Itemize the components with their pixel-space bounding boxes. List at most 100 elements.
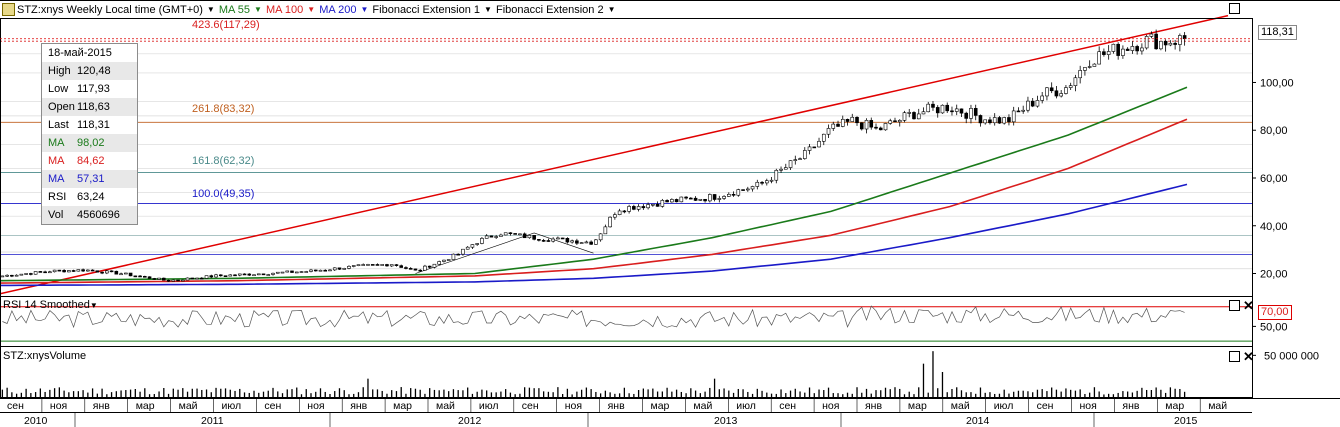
maximize-price-panel-icon[interactable]: [1229, 3, 1240, 14]
symbol-title[interactable]: STZ:xnys Weekly Local time (GMT+0): [17, 3, 203, 16]
candle-body: [973, 108, 978, 116]
candle: [598, 233, 603, 242]
candle-body: [670, 199, 674, 203]
candle: [214, 273, 218, 278]
candle: [285, 270, 290, 273]
month-label: май: [951, 400, 970, 412]
candle: [1111, 43, 1116, 54]
year-label: 2013: [714, 415, 738, 427]
candle: [807, 144, 812, 155]
candle: [252, 274, 256, 277]
maximize-volume-panel-icon[interactable]: [1229, 351, 1240, 362]
candle-body: [907, 112, 912, 114]
candle-body: [1140, 47, 1144, 52]
candle: [703, 198, 707, 203]
info-row: MA 98,02: [42, 134, 137, 152]
candle: [859, 122, 864, 131]
info-row: Vol 4560696: [42, 206, 137, 224]
candle-body: [627, 206, 631, 212]
candle-body: [969, 108, 973, 119]
candle-body: [489, 235, 494, 238]
candle: [1168, 40, 1173, 47]
candle-body: [332, 267, 337, 271]
candle-body: [366, 264, 370, 266]
maximize-rsi-panel-icon[interactable]: [1229, 300, 1240, 311]
candle: [765, 178, 769, 186]
candle: [579, 242, 584, 244]
indicator-fib-1[interactable]: Fibonacci Extension 1: [372, 3, 481, 16]
info-key: Open: [48, 101, 75, 113]
candle-body: [195, 277, 199, 280]
candle-body: [162, 277, 166, 281]
candle-body: [470, 244, 475, 248]
candle: [1083, 67, 1087, 76]
candle-body: [209, 275, 214, 278]
candle-body: [594, 239, 598, 245]
candle: [152, 277, 157, 280]
candle-body: [1026, 100, 1030, 111]
info-row: High 120,48: [42, 62, 137, 80]
candle-body: [769, 179, 774, 182]
candle: [133, 275, 138, 278]
candle-body: [48, 271, 52, 274]
dropdown-arrow-icon[interactable]: ▼: [307, 5, 316, 14]
candle-body: [708, 194, 712, 202]
candle-body: [119, 273, 123, 276]
rsi-panel-title[interactable]: RSI 14 Smoothed▼: [3, 299, 98, 311]
dropdown-arrow-icon[interactable]: ▼: [360, 5, 369, 14]
candle-body: [323, 269, 328, 272]
year-label: 2011: [201, 415, 224, 427]
candle-body: [603, 226, 608, 235]
dropdown-arrow-icon[interactable]: ▼: [254, 5, 262, 14]
candle-body: [38, 271, 43, 273]
candle: [503, 232, 508, 236]
candle-body: [589, 241, 593, 245]
indicator-ma55[interactable]: MA 55: [218, 3, 251, 16]
candle: [1106, 45, 1111, 60]
candle: [670, 198, 674, 203]
candle: [90, 269, 95, 272]
candle-body: [446, 259, 451, 261]
candle: [180, 279, 185, 282]
candle-body: [1154, 33, 1158, 50]
candle-body: [499, 234, 503, 237]
candle-body: [105, 270, 109, 274]
candle-body: [1040, 95, 1044, 101]
candle-body: [475, 243, 479, 245]
volume-panel-title: STZ:xnysVolume: [3, 350, 87, 362]
candle: [242, 273, 247, 276]
close-rsi-panel-icon[interactable]: ✕: [1243, 298, 1254, 313]
indicator-ma100[interactable]: MA 100: [265, 3, 304, 16]
candle: [446, 259, 451, 261]
indicator-ma200[interactable]: MA 200: [319, 3, 357, 16]
candle: [888, 118, 893, 125]
indicator-fib-2[interactable]: Fibonacci Extension 2: [495, 3, 604, 16]
dropdown-arrow-icon[interactable]: ▼: [206, 5, 215, 14]
candle-body: [679, 196, 684, 203]
candle-body: [579, 242, 584, 244]
month-label: сен: [522, 400, 539, 412]
month-label: мар: [136, 400, 155, 412]
price-gridlines: [0, 53, 1252, 270]
candle: [427, 265, 432, 269]
dropdown-arrow-icon[interactable]: ▼: [607, 5, 616, 14]
candle-body: [1059, 93, 1063, 97]
candle-body: [812, 146, 817, 149]
candle-body: [52, 269, 57, 273]
candle: [978, 114, 983, 127]
candle: [826, 124, 831, 138]
dropdown-arrow-icon[interactable]: ▼: [484, 5, 492, 14]
candle: [912, 111, 916, 120]
candle-body: [299, 271, 304, 273]
symbol-icon[interactable]: [2, 3, 15, 16]
candle-body: [674, 199, 679, 203]
candle-body: [954, 108, 959, 112]
year-label: 2015: [1174, 415, 1198, 427]
candle: [570, 239, 574, 244]
candle-body: [560, 237, 565, 240]
candle-body: [1011, 110, 1016, 123]
info-value: 63,24: [77, 191, 105, 203]
candle: [921, 107, 926, 115]
close-volume-panel-icon[interactable]: ✕: [1243, 349, 1254, 364]
candle-body: [1102, 51, 1106, 55]
